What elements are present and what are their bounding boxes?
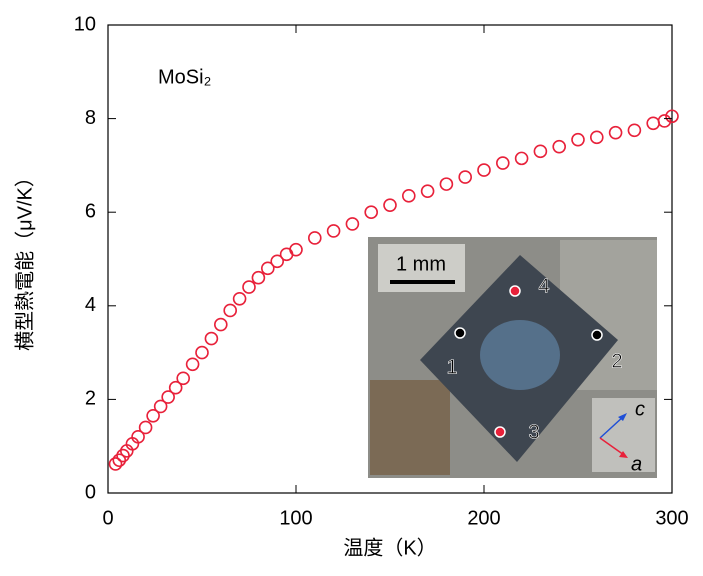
data-point [477, 163, 491, 177]
data-point [458, 170, 473, 184]
axis-arrow [599, 415, 625, 439]
y-tick-label: 2 [85, 388, 96, 410]
data-point [251, 270, 266, 285]
data-point [214, 317, 228, 332]
data-point [131, 430, 145, 444]
data-point [571, 132, 585, 147]
x-tick-label: 100 [279, 507, 312, 529]
spot-label: 2 [611, 350, 622, 372]
spot-label: 3 [528, 421, 539, 443]
data-point [116, 448, 130, 463]
y-tick-label: 8 [85, 107, 96, 129]
data-point [168, 380, 183, 395]
y-tick-label: 0 [85, 481, 96, 503]
y-tick-label: 4 [85, 294, 96, 316]
data-point [146, 408, 160, 423]
plot-frame [107, 24, 673, 494]
data-point [289, 242, 303, 257]
data-point [242, 280, 256, 294]
data-point [401, 189, 416, 203]
axes-box [592, 398, 655, 472]
data-point [260, 261, 275, 276]
spot-marker [509, 285, 521, 297]
spot-marker [494, 426, 506, 438]
x-tick-label: 300 [655, 507, 688, 529]
scale-label: 1 mm [396, 253, 446, 275]
data-point [108, 457, 123, 471]
data-point [627, 123, 642, 138]
data-point [195, 345, 209, 360]
data-point [657, 114, 672, 128]
axis-label-c: c [635, 398, 645, 420]
data-point [383, 198, 397, 212]
data-point [138, 420, 153, 435]
data-point [185, 357, 200, 372]
y-axis-label: 横型熱電能（μV/K） [13, 167, 36, 351]
data-point [307, 231, 322, 245]
data-point [533, 144, 548, 159]
x-tick-label: 200 [467, 507, 500, 529]
inset: 1 mm 1 2 3 4 c a [368, 237, 657, 478]
data-point [589, 130, 604, 145]
x-tick-label: 0 [102, 507, 113, 529]
annotation: MoSi₂ [158, 66, 211, 88]
data-point [495, 156, 510, 170]
data-point [364, 205, 379, 219]
data-point [161, 390, 175, 404]
axis-label-a: a [631, 453, 642, 475]
arrowhead [619, 451, 628, 458]
data-point [608, 125, 623, 140]
spot-marker [591, 329, 603, 341]
data-point [232, 291, 247, 306]
points [108, 109, 679, 471]
spot-label: 1 [446, 356, 457, 378]
spot-label: 4 [538, 275, 549, 297]
data-point [223, 303, 237, 318]
data-point [112, 453, 127, 468]
arrowhead [618, 413, 627, 421]
data-point [646, 116, 661, 131]
data-point [176, 371, 190, 386]
data-point [345, 217, 360, 231]
data-point [270, 254, 285, 269]
data-point [514, 151, 529, 166]
y-tick-label: 6 [85, 200, 96, 222]
data-point [326, 224, 341, 238]
data-point [153, 399, 168, 414]
data-point [439, 177, 454, 191]
inset-spot [480, 320, 560, 390]
data-point [204, 331, 219, 346]
inset-block [370, 380, 450, 475]
axis-arrow [599, 437, 625, 456]
y-tick-label: 10 [74, 13, 96, 35]
x-axis-label: 温度（K） [343, 536, 436, 559]
spot-marker [454, 327, 466, 339]
data-point [552, 139, 567, 154]
data-point [420, 184, 435, 198]
data-point [665, 109, 679, 124]
